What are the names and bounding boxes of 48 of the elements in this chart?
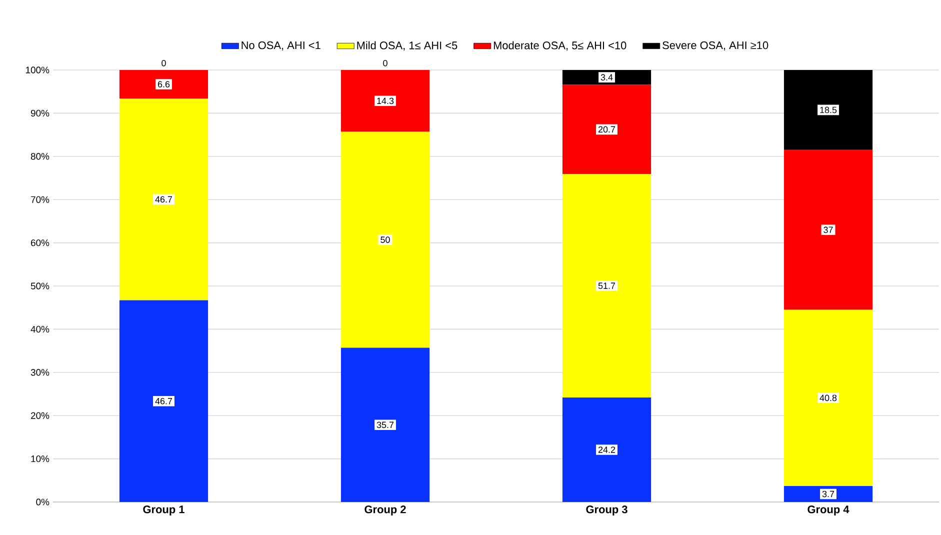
data-label: 46.7 <box>155 398 172 404</box>
y-tick-label: 100% <box>26 66 50 74</box>
y-tick-label: 50% <box>30 282 50 290</box>
y-tick-label: 20% <box>31 412 50 419</box>
bar <box>784 310 873 486</box>
y-tick-label: 60% <box>31 239 50 246</box>
legend-label: Severe OSA, AHI ≥10 <box>662 41 768 50</box>
bar <box>562 174 652 398</box>
data-label: 46.7 <box>155 196 172 203</box>
data-label: 50 <box>380 236 390 243</box>
bar <box>784 70 873 150</box>
x-tick-label: Group 3 <box>586 506 628 516</box>
data-label: 51.7 <box>598 282 616 289</box>
legend-label: Moderate OSA, 5≤ AHI <10 <box>494 41 626 51</box>
data-label: 3.4 <box>600 74 613 81</box>
data-label: 40.8 <box>820 394 837 402</box>
data-label: 3.7 <box>822 490 834 498</box>
data-label: 0 <box>383 60 388 66</box>
bar <box>784 150 873 310</box>
y-tick-label: 30% <box>30 369 50 376</box>
data-label: 6.6 <box>158 81 170 88</box>
data-label: 37 <box>824 226 833 234</box>
bar <box>119 98 208 300</box>
y-tick-label: 80% <box>30 153 50 160</box>
bar <box>562 397 652 502</box>
bar <box>119 300 208 502</box>
bar <box>340 70 430 132</box>
bar <box>784 486 873 502</box>
y-tick-label: 90% <box>30 110 50 117</box>
y-tick-label: 40% <box>30 326 50 333</box>
legend-label: No OSA, AHI <1 <box>242 41 320 50</box>
legend-label: Mild OSA, 1≤ AHI <5 <box>357 41 458 51</box>
data-label: 24.2 <box>598 446 616 453</box>
y-tick-label: 10% <box>31 455 50 462</box>
y-tick-label: 0% <box>36 498 50 506</box>
x-tick-label: Group 1 <box>143 506 184 516</box>
bar <box>340 132 430 348</box>
data-label: 14.3 <box>377 98 394 104</box>
data-label: 0 <box>162 60 166 66</box>
bar <box>340 348 430 502</box>
bar <box>119 70 208 99</box>
data-label: 35.7 <box>376 422 394 428</box>
data-label: 20.7 <box>598 126 616 133</box>
x-tick-label: Group 4 <box>808 506 850 516</box>
data-label: 18.5 <box>820 106 837 114</box>
bar <box>562 84 652 174</box>
x-tick-label: Group 2 <box>364 506 406 516</box>
y-tick-label: 70% <box>31 196 50 203</box>
